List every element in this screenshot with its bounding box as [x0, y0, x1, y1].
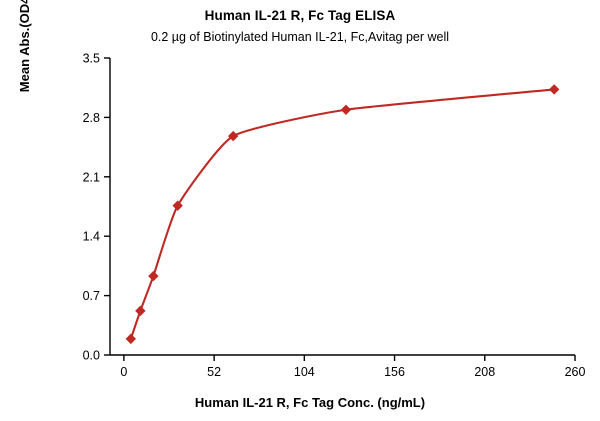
x-axis-label: Human IL-21 R, Fc Tag Conc. (ng/mL) — [194, 395, 426, 410]
data-point-marker — [135, 305, 146, 317]
x-tick-label: 260 — [565, 365, 586, 379]
data-point-marker — [125, 333, 137, 345]
y-tick-label: 0.7 — [83, 289, 100, 303]
y-tick-label: 2.8 — [83, 111, 100, 125]
x-tick-label: 0 — [120, 365, 127, 379]
x-tick-label: 52 — [207, 365, 221, 379]
data-line-series-1 — [129, 88, 555, 340]
data-point-marker — [227, 130, 239, 142]
y-tick-label: 3.5 — [83, 52, 100, 66]
y-tick-label: 0.0 — [83, 349, 100, 363]
data-point-marker — [172, 200, 183, 211]
y-tick-label: 1.4 — [83, 230, 100, 244]
x-tick-label: 156 — [384, 365, 405, 379]
data-point-marker — [548, 84, 560, 95]
data-point-marker — [148, 270, 159, 282]
x-tick-label: 208 — [474, 365, 495, 379]
chart-subtitle: 0.2 µg of Biotinylated Human IL-21, Fc,A… — [150, 30, 450, 44]
x-tick-label: 104 — [294, 365, 315, 379]
y-axis-ticks: 0.0 0.7 1.4 2.1 2.8 3.5 — [83, 52, 110, 363]
data-point-marker — [340, 104, 352, 115]
data-points-series-1 — [125, 84, 560, 345]
chart-title: Human IL-21 R, Fc Tag ELISA — [204, 8, 396, 23]
y-tick-label: 2.1 — [83, 170, 100, 184]
x-axis-ticks: 0 52 104 156 208 260 — [120, 355, 585, 379]
